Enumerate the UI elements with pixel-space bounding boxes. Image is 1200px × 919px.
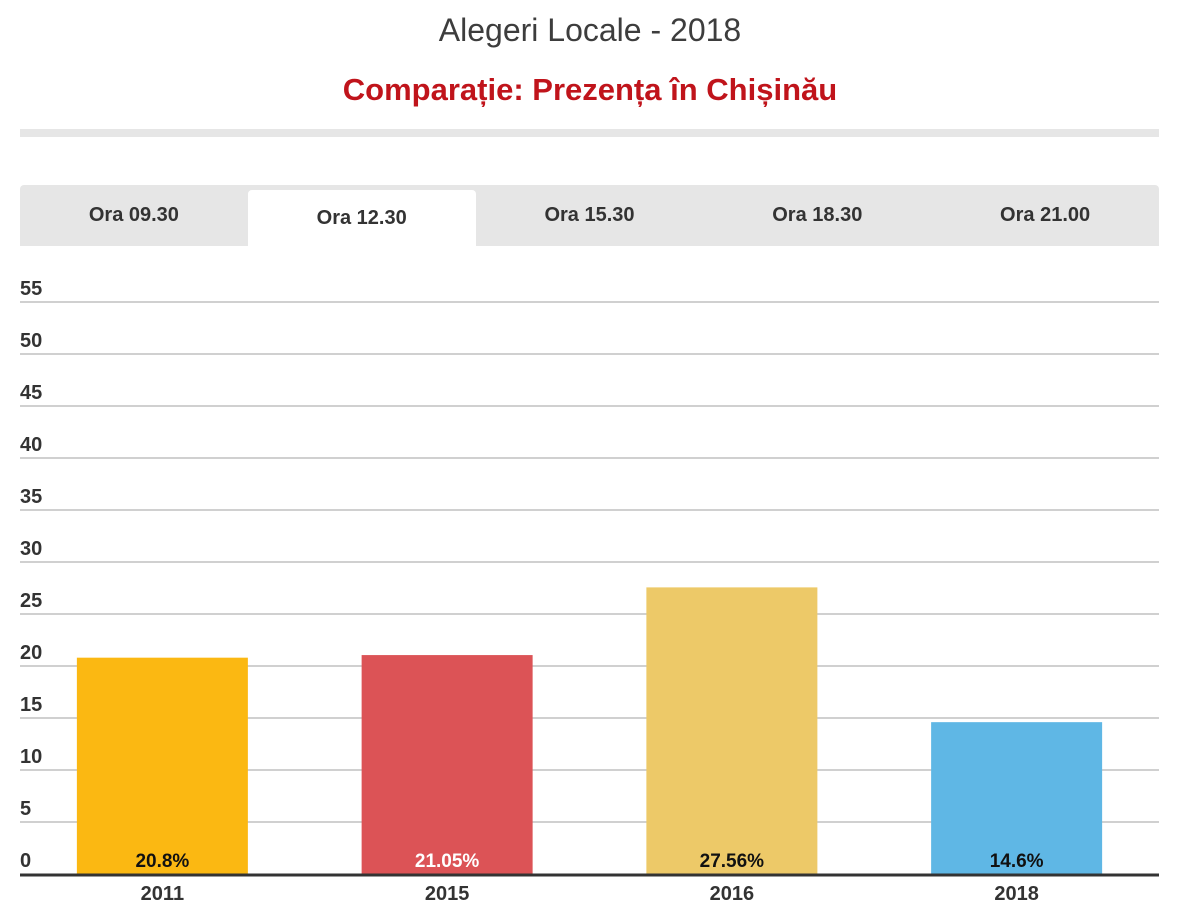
- bar-2011: [76, 657, 248, 874]
- x-axis-ticks: 2011 2015 2016 2018: [20, 873, 1159, 905]
- y-tick-label: 0: [20, 850, 31, 872]
- y-tick-label: 55: [20, 278, 42, 300]
- tab-ora-1830[interactable]: Ora 18.30: [772, 204, 863, 226]
- y-tick-label: 10: [20, 746, 42, 768]
- x-tick-label: 2016: [710, 883, 755, 905]
- y-axis-ticks: 0 5 10 15 20 25 30 35 40 45 50 55: [20, 278, 42, 872]
- turnout-bar-chart: 0 5 10 15 20 25 30 35 40 45 50 55 20.8% 21.05% 27.56%…: [20, 278, 1159, 905]
- y-tick-label: 25: [20, 590, 42, 612]
- y-tick-label: 20: [20, 642, 42, 664]
- time-tabs: Ora 09.30 Ora 12.30 Ora 15.30 Ora 18.30 …: [20, 185, 1159, 246]
- x-tick-label: 2015: [425, 883, 470, 905]
- chart-subtitle: Comparație: Prezența în Chișinău: [342, 72, 838, 107]
- chart-bars: 20.8% 21.05% 27.56% 14.6%: [76, 587, 1103, 874]
- tab-ora-1230[interactable]: Ora 12.30: [247, 190, 476, 246]
- y-tick-label: 50: [20, 330, 42, 352]
- tab-ora-2100[interactable]: Ora 21.00: [1000, 204, 1091, 226]
- header-divider: [20, 129, 1159, 137]
- y-tick-label: 45: [20, 382, 42, 404]
- data-label: 14.6%: [990, 851, 1044, 872]
- y-tick-label: 5: [20, 798, 31, 820]
- y-tick-label: 15: [20, 694, 42, 716]
- data-label: 27.56%: [700, 851, 765, 872]
- y-tick-label: 35: [20, 486, 42, 508]
- bar-2018: [931, 722, 1103, 874]
- data-label: 21.05%: [415, 851, 480, 872]
- bar-2016: [646, 587, 818, 874]
- y-tick-label: 40: [20, 434, 42, 456]
- data-label: 20.8%: [135, 851, 189, 872]
- y-tick-label: 30: [20, 538, 42, 560]
- tab-ora-1530[interactable]: Ora 15.30: [544, 204, 635, 226]
- x-tick-label: 2011: [141, 883, 184, 905]
- x-tick-label: 2018: [994, 883, 1039, 905]
- bar-2015: [361, 655, 533, 874]
- tab-ora-0930[interactable]: Ora 09.30: [88, 204, 179, 226]
- page-title: Alegeri Locale - 2018: [438, 12, 742, 48]
